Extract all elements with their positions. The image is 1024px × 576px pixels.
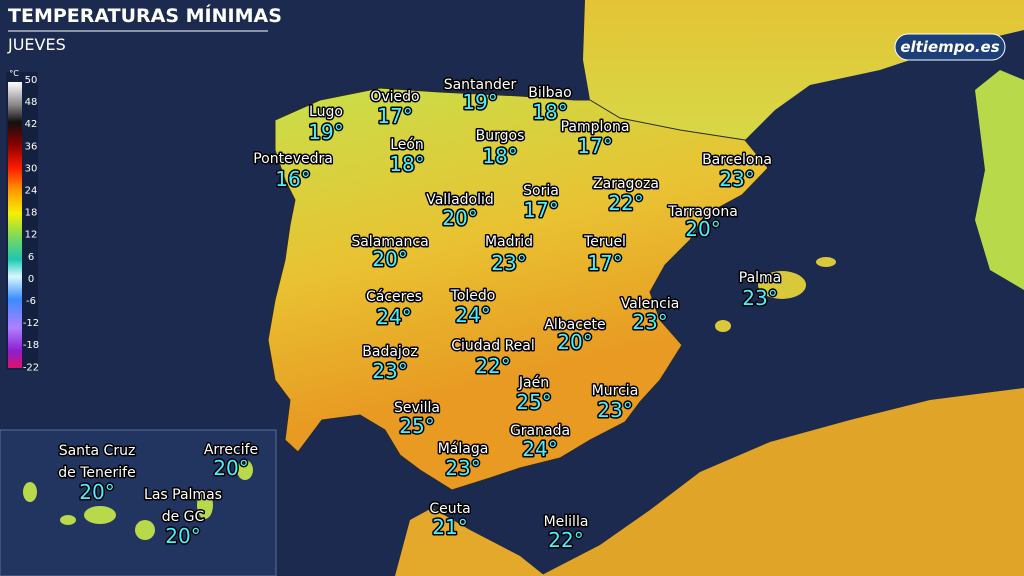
city-temp: 22° (608, 191, 643, 215)
city-name: Bilbao (528, 85, 571, 101)
city-temp: 18° (532, 100, 567, 124)
legend-tick: 6 (28, 252, 34, 263)
logo-bg (894, 33, 1006, 61)
iberia (267, 87, 769, 491)
city-name: Oviedo (370, 89, 419, 105)
legend-tick: 48 (25, 97, 38, 108)
city-temp: 17° (523, 198, 558, 222)
city-name: Arrecife (204, 442, 258, 458)
city-temp: 18° (482, 144, 517, 168)
city-temp: 16° (275, 167, 310, 191)
menorca (816, 257, 836, 267)
city-name: Valladolid (426, 192, 494, 208)
city-name: Palma (739, 270, 782, 286)
city-name: Santa Cruz (59, 443, 136, 459)
legend-tick: 18 (25, 208, 38, 219)
legend-unit: °C (9, 69, 19, 78)
city-name: Tarragona (667, 204, 738, 220)
city-temp: 22° (475, 354, 510, 378)
city-temp: 23° (742, 286, 777, 310)
city-name: Murcia (592, 383, 639, 399)
legend-scale (8, 82, 22, 368)
city-temp: 24° (455, 303, 490, 327)
legend-tick: 24 (25, 186, 38, 197)
city-temp: 23° (445, 456, 480, 480)
legend-tick: -12 (23, 318, 39, 329)
city-temp: 20° (685, 217, 720, 241)
city-name: Jaén (518, 375, 549, 391)
city-temp: 24° (376, 305, 411, 329)
logo: eltiempo.es (900, 38, 999, 56)
city-name: Soria (523, 183, 559, 199)
city-name: Pontevedra (253, 151, 333, 167)
morocco (395, 508, 545, 576)
city-temp: 21° (432, 515, 467, 539)
ibiza (715, 320, 731, 332)
city-name: Cáceres (366, 289, 422, 305)
legend-tick: 30 (25, 163, 38, 174)
city-name: Toledo (450, 288, 496, 304)
legend-tick: 0 (28, 274, 34, 285)
city-name: León (390, 137, 424, 153)
city-temp: 19° (308, 120, 343, 144)
city-name: de Tenerife (58, 465, 135, 481)
city-temp: 25° (399, 414, 434, 438)
canary-islands (23, 460, 253, 540)
city-temp: 17° (377, 104, 412, 128)
city-temp: 23° (632, 310, 667, 334)
city-name: Teruel (583, 234, 626, 250)
city-name: Salamanca (351, 234, 428, 250)
city-name: Las Palmas (144, 487, 222, 503)
city-name: Barcelona (702, 152, 772, 168)
title: TEMPERATURAS MÍNIMAS (8, 4, 282, 27)
city-temp: 18° (389, 152, 424, 176)
city-temp: 17° (577, 134, 612, 158)
city-name: Sevilla (394, 400, 440, 416)
city-temp: 19° (462, 90, 497, 114)
corsica-sardinia (975, 70, 1024, 290)
city-temp: 17° (587, 251, 622, 275)
city-temp: 20° (79, 480, 114, 504)
legend-tick: 50 (25, 75, 38, 86)
legend-tick: 42 (25, 119, 38, 130)
city-name: de GC (162, 509, 205, 525)
city-name: Badajoz (362, 344, 417, 360)
city-name: Santander (444, 77, 517, 93)
legend-tick: 36 (25, 141, 38, 152)
city-temp: 20° (557, 330, 592, 354)
city-temp: 23° (719, 167, 754, 191)
mallorca (758, 271, 806, 299)
city-temp: 23° (491, 251, 526, 275)
city-name: Granada (510, 423, 570, 439)
city-name: Valencia (621, 296, 680, 312)
city-name: Burgos (476, 128, 525, 144)
city-temp: 23° (372, 359, 407, 383)
city-temp: 25° (516, 390, 551, 414)
city-temp: 22° (548, 528, 583, 552)
africa (540, 388, 1024, 576)
city-name: Málaga (438, 441, 489, 457)
city-temp: 23° (597, 398, 632, 422)
city-name: Pamplona (561, 119, 630, 135)
city-temp: 24° (522, 437, 557, 461)
city-name: Melilla (544, 514, 589, 530)
city-name: Ciudad Real (451, 338, 535, 354)
city-name: Albacete (544, 317, 605, 333)
city-name: Lugo (309, 104, 343, 120)
city-name: Ceuta (429, 501, 470, 517)
legend-tick: -18 (23, 340, 39, 351)
canarias-inset (0, 429, 277, 576)
legend-tick: -22 (23, 362, 39, 373)
city-temp: 20° (372, 247, 407, 271)
subtitle: JUEVES (7, 35, 66, 54)
city-name: Zaragoza (593, 176, 659, 192)
legend-tick: -6 (26, 296, 36, 307)
legend-tick: 12 (25, 230, 38, 241)
city-name: Madrid (485, 234, 533, 250)
city-temp: 20° (213, 456, 248, 480)
city-temp: 20° (165, 524, 200, 548)
city-temp: 20° (442, 206, 477, 230)
